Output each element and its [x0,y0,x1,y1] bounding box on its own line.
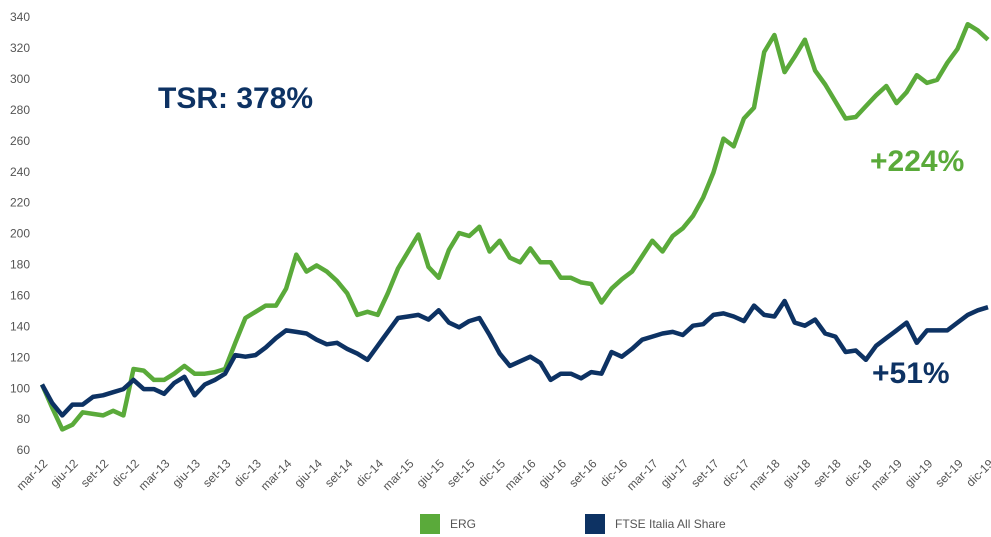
x-tick-label: giu-15 [414,456,448,490]
y-tick-label: 280 [10,103,30,117]
annotation: +224% [870,145,964,178]
y-tick-label: 220 [10,196,30,210]
x-tick-label: set-18 [810,456,844,490]
y-tick-label: 100 [10,381,30,395]
x-tick-label: giu-13 [169,456,203,490]
y-tick-label: 260 [10,134,30,148]
x-tick-label: mar-17 [624,456,661,493]
y-tick-label: 80 [17,412,31,426]
x-tick-label: set-19 [932,456,966,490]
x-tick-label: set-13 [200,456,234,490]
x-tick-label: mar-13 [136,456,173,493]
x-tick-label: giu-18 [780,456,814,490]
line-series [39,21,990,432]
x-tick-label: set-14 [322,456,356,490]
x-tick-label: set-15 [444,456,478,490]
annotation: +51% [872,357,950,390]
line-series [40,298,989,418]
x-tick-label: set-16 [566,456,600,490]
x-tick-label: mar-16 [502,456,539,493]
y-tick-label: 60 [17,443,31,457]
y-tick-label: 160 [10,289,30,303]
legend-label: FTSE Italia All Share [615,517,726,531]
legend-label: ERG [450,517,476,531]
y-tick-label: 180 [10,258,30,272]
x-tick-label: giu-16 [536,456,570,490]
x-tick-label: dic-19 [963,456,991,489]
x-tick-label: mar-12 [14,456,51,493]
y-tick-label: 120 [10,350,30,364]
x-tick-label: mar-18 [746,456,783,493]
x-tick-label: giu-14 [292,456,326,490]
legend-swatch [585,514,605,534]
y-tick-label: 240 [10,165,30,179]
x-tick-label: mar-14 [258,456,295,493]
y-tick-label: 300 [10,72,30,86]
x-tick-label: set-17 [688,456,722,490]
y-tick-label: 320 [10,41,30,55]
x-tick-label: mar-15 [380,456,417,493]
annotation: TSR: 378% [158,82,313,115]
x-tick-label: giu-19 [902,456,936,490]
x-tick-label: set-12 [78,456,112,490]
legend-swatch [420,514,440,534]
y-tick-label: 340 [10,10,30,24]
x-tick-label: mar-19 [868,456,905,493]
x-tick-label: giu-17 [658,456,692,490]
x-tick-label: giu-12 [47,456,81,490]
y-tick-label: 200 [10,227,30,241]
y-tick-label: 140 [10,319,30,333]
